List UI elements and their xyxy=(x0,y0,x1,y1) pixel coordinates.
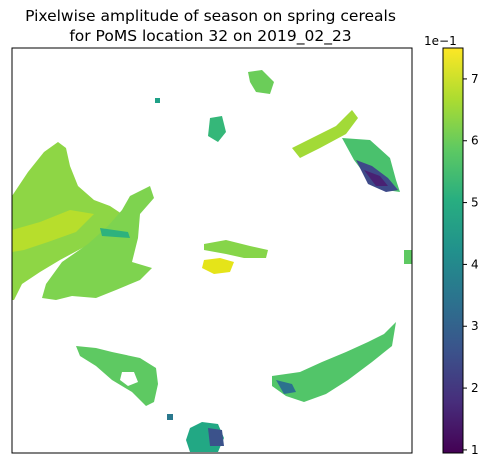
map-image xyxy=(12,70,412,452)
region-northeast-strip xyxy=(292,110,358,158)
colorbar-offset-label: 1e−1 xyxy=(424,34,457,48)
region-southwest-field xyxy=(76,346,158,406)
colorbar-tick-label: 7 xyxy=(471,72,479,86)
colorbar-tick-label: 5 xyxy=(471,196,479,210)
region-north-small-a xyxy=(248,70,274,94)
colorbar-tick-label: 3 xyxy=(471,319,479,333)
region-north-dot xyxy=(155,98,160,103)
region-west-stripe xyxy=(12,210,94,252)
colorbar-tick-label: 6 xyxy=(471,134,479,148)
region-east-dark-core xyxy=(364,170,388,186)
chart-title-line1: Pixelwise amplitude of season on spring … xyxy=(25,7,396,25)
colorbar xyxy=(442,47,464,454)
region-east-edge-dot xyxy=(404,250,412,264)
region-center-bright xyxy=(202,258,234,274)
region-center-left-field xyxy=(42,186,154,300)
colorbar-tick-label: 1 xyxy=(471,443,479,457)
chart-title-line2: for PoMS location 32 on 2019_02_23 xyxy=(69,27,352,45)
region-north-small-b xyxy=(208,116,226,142)
colorbar-ticks: 1 2 3 4 5 6 7 xyxy=(463,72,479,457)
region-south-dot xyxy=(167,414,173,420)
region-southeast-dark xyxy=(276,380,296,394)
plot-frame xyxy=(11,47,413,454)
region-south-dark-patch xyxy=(208,428,224,446)
region-center-left-stripe xyxy=(100,228,130,238)
region-center-small xyxy=(204,240,268,258)
colorbar-tick-label: 2 xyxy=(471,381,479,395)
region-southeast-field xyxy=(272,322,396,402)
hole-southwest xyxy=(120,372,138,386)
colorbar-tick-label: 4 xyxy=(471,257,479,271)
